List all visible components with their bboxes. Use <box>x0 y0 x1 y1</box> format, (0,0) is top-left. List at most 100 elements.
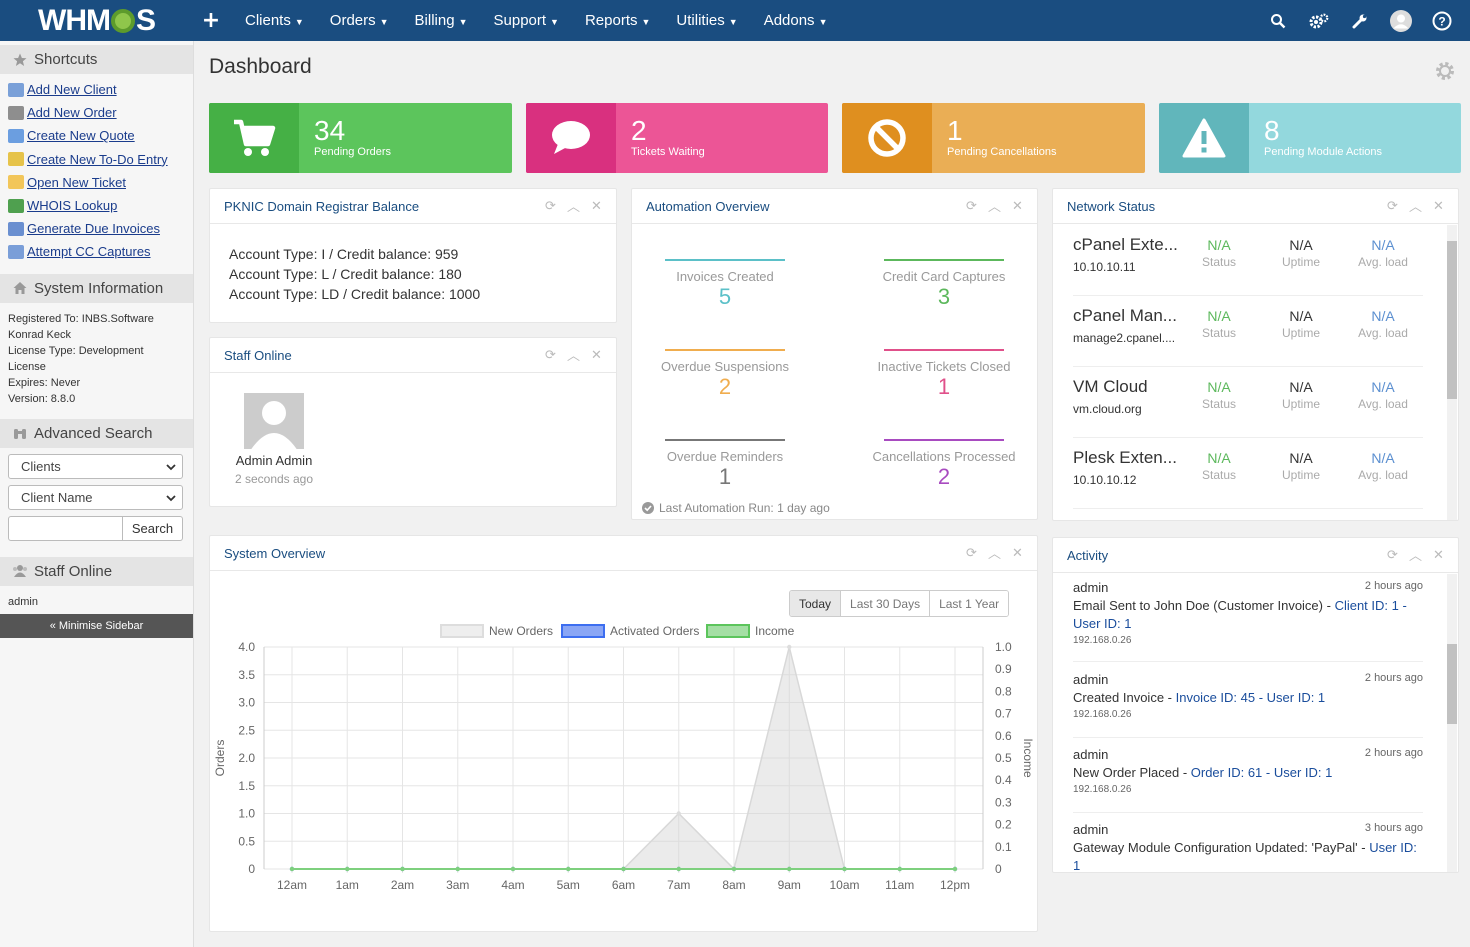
shortcut-icon <box>8 105 24 120</box>
chevron-up-icon[interactable]: ︿ <box>566 348 580 363</box>
dashboard-settings-gear-icon[interactable] <box>1434 60 1456 86</box>
activity-description: Created Invoice - Invoice ID: 45 - User … <box>1073 690 1326 705</box>
network-scrollbar[interactable] <box>1447 225 1457 520</box>
refresh-icon[interactable]: ⟳ <box>545 197 556 213</box>
stat-pending-orders[interactable]: 34 Pending Orders <box>209 103 512 173</box>
shortcut-link[interactable]: Create New Quote <box>8 124 193 147</box>
chart-y-axis-label: Orders <box>213 740 227 777</box>
activity-ip: 192.168.0.26 <box>1073 709 1132 720</box>
quick-add-button[interactable]: + <box>201 8 221 33</box>
nav-menu-utilities[interactable]: Utilities ▼ <box>676 12 738 29</box>
cogs-icon[interactable] <box>1298 0 1339 41</box>
nav-menu-addons[interactable]: Addons ▼ <box>763 12 828 29</box>
chevron-up-icon[interactable]: ︿ <box>987 546 1001 561</box>
stat-pending-cancellations[interactable]: 1 Pending Cancellations <box>842 103 1145 173</box>
comment-icon <box>526 103 616 173</box>
range-button[interactable]: Last 30 Days <box>840 591 930 616</box>
scrollbar-thumb[interactable] <box>1447 644 1457 724</box>
range-button[interactable]: Today <box>790 591 841 616</box>
svg-text:?: ? <box>1438 14 1445 28</box>
close-icon[interactable]: ✕ <box>1433 546 1444 562</box>
shortcut-link[interactable]: Add New Order <box>8 101 193 124</box>
close-icon[interactable]: ✕ <box>591 197 602 213</box>
range-button[interactable]: Last 1 Year <box>929 591 1009 616</box>
activity-user: admin <box>1073 822 1109 837</box>
search-icon[interactable] <box>1257 0 1298 41</box>
system-overview-chart: 0 0.5 1.0 1.5 2.0 2.5 3.0 3.5 4.0 0 0.1 0.2 0.3 0.4 0.… <box>213 624 1035 892</box>
wrench-icon[interactable] <box>1339 0 1380 41</box>
shortcut-link[interactable]: Generate Due Invoices <box>8 217 193 240</box>
server-status: N/A Status <box>1201 237 1237 269</box>
users-icon <box>12 563 28 579</box>
chart-x-tick-label: 12am <box>277 878 307 892</box>
chart-point <box>621 866 626 872</box>
refresh-icon[interactable]: ⟳ <box>966 544 977 560</box>
activity-link[interactable]: Client ID: 1 - User ID: 1 <box>1073 598 1407 631</box>
chevron-up-icon[interactable]: ︿ <box>566 199 580 214</box>
chart-x-tick-label: 6am <box>612 878 635 892</box>
activity-item: admin 2 hours ago Email Sent to John Doe (… <box>1073 580 1423 662</box>
automation-stat-bar <box>884 439 1004 441</box>
shortcut-link[interactable]: WHOIS Lookup <box>8 194 193 217</box>
activity-description: Email Sent to John Doe (Customer Invoice… <box>1073 598 1407 631</box>
chevron-up-icon[interactable]: ︿ <box>987 199 1001 214</box>
chart-y2-tick-label: 0.7 <box>995 707 1012 721</box>
chart-y2-tick-label: 1.0 <box>995 640 1012 654</box>
network-server-row: cPanel Exte... 10.10.10.11 N/A Status N/A Upt… <box>1073 225 1423 296</box>
chart-y2-tick-label: 0.9 <box>995 662 1012 676</box>
refresh-icon[interactable]: ⟳ <box>545 346 556 362</box>
chart-x-tick-label: 10am <box>829 878 859 892</box>
activity-link[interactable]: Order ID: 61 - User ID: 1 <box>1190 765 1333 780</box>
close-icon[interactable]: ✕ <box>1433 197 1444 213</box>
shortcut-link[interactable]: Create New To-Do Entry <box>8 148 193 171</box>
chevron-up-icon[interactable]: ︿ <box>1408 199 1422 214</box>
nav-menu-orders[interactable]: Orders ▼ <box>329 12 389 29</box>
search-input[interactable] <box>8 515 123 541</box>
refresh-icon[interactable]: ⟳ <box>1387 197 1398 213</box>
search-button[interactable]: Search <box>123 515 183 541</box>
nav-menu-billing[interactable]: Billing ▼ <box>414 12 468 29</box>
refresh-icon[interactable]: ⟳ <box>966 197 977 213</box>
chart-x-tick-label: 1am <box>336 878 359 892</box>
server-uptime: N/A Uptime <box>1281 379 1320 411</box>
server-load: N/A Avg. load <box>1358 237 1408 269</box>
shortcut-link[interactable]: Add New Client <box>8 78 193 101</box>
shortcut-icon <box>8 152 24 167</box>
shortcut-link[interactable]: Open New Ticket <box>8 171 193 194</box>
chart-y2-tick-label: 0.1 <box>995 840 1012 854</box>
caret-down-icon: ▼ <box>641 17 651 27</box>
chart-point <box>787 866 792 872</box>
search-field-select[interactable]: Client Name <box>8 484 183 510</box>
help-icon[interactable]: ? <box>1421 0 1462 41</box>
caret-down-icon: ▼ <box>550 17 559 27</box>
user-avatar-icon[interactable] <box>1380 0 1421 41</box>
chevron-up-icon[interactable]: ︿ <box>1408 548 1422 563</box>
chart-x-tick-label: 11am <box>885 878 914 892</box>
chart-legend-swatch <box>561 624 605 638</box>
search-type-select[interactable]: Clients <box>8 453 183 479</box>
scrollbar-thumb[interactable] <box>1447 241 1457 399</box>
nav-menu-support[interactable]: Support ▼ <box>493 12 559 29</box>
activity-link[interactable]: Invoice ID: 45 - User ID: 1 <box>1175 690 1326 705</box>
stat-pending-module-actions[interactable]: 8 Pending Module Actions <box>1159 103 1461 173</box>
chart-point <box>455 866 460 872</box>
shortcut-link[interactable]: Attempt CC Captures <box>8 240 193 263</box>
automation-stat: Cancellations Processed 2 <box>864 439 1024 490</box>
nav-menu-clients[interactable]: Clients ▼ <box>245 12 304 29</box>
activity-link[interactable]: User ID: 1 <box>1073 840 1417 873</box>
minimise-sidebar-button[interactable]: « Minimise Sidebar <box>0 614 193 638</box>
shortcut-icon <box>8 175 24 190</box>
stat-tickets-waiting[interactable]: 2 Tickets Waiting <box>526 103 828 173</box>
top-navbar: WHM S + Clients ▼ Orders ▼ Billing ▼ Support ▼ Re… <box>0 0 1470 41</box>
shopping-cart-icon <box>209 103 299 173</box>
close-icon[interactable]: ✕ <box>1012 197 1023 213</box>
refresh-icon[interactable]: ⟳ <box>1387 546 1398 562</box>
chart-y-tick-label: 1.5 <box>238 779 255 793</box>
network-server-row: Plesk Exten... 10.10.10.12 N/A Status N/A Upt… <box>1073 438 1423 509</box>
close-icon[interactable]: ✕ <box>1012 544 1023 560</box>
chart-y2-axis-label: Income <box>1021 738 1035 778</box>
whmcs-logo[interactable]: WHM S <box>38 3 156 37</box>
close-icon[interactable]: ✕ <box>591 346 602 362</box>
nav-menu-reports[interactable]: Reports ▼ <box>584 12 651 29</box>
activity-scrollbar[interactable] <box>1447 574 1457 872</box>
